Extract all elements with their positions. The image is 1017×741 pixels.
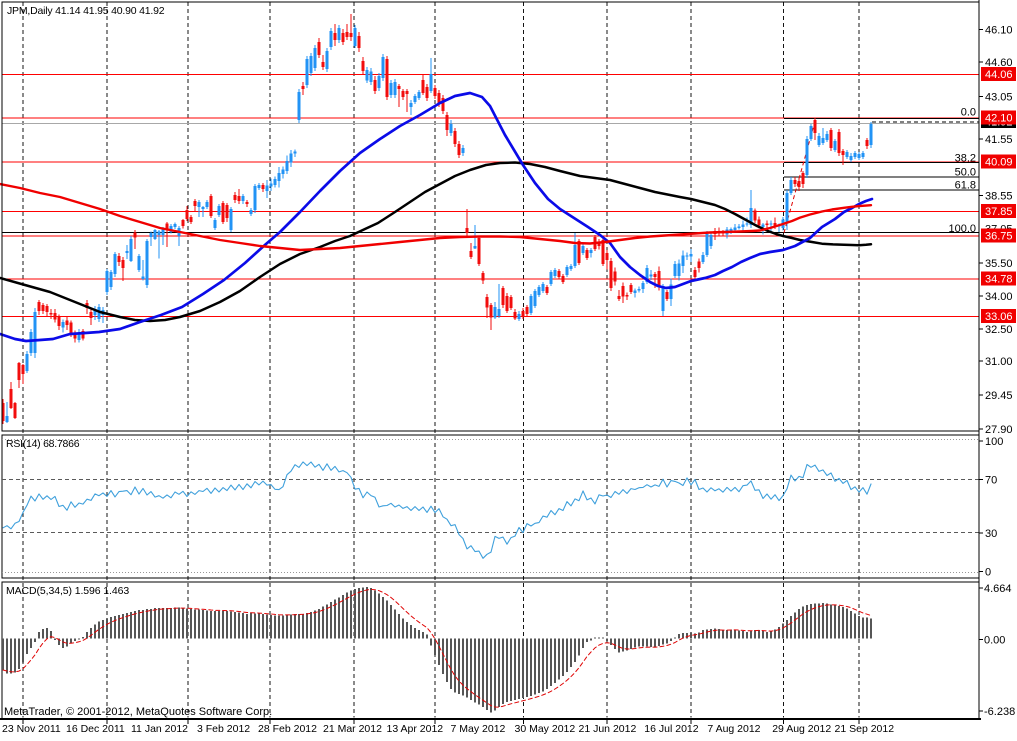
svg-text:46.10: 46.10: [985, 24, 1013, 36]
svg-text:100.0: 100.0: [948, 223, 976, 235]
svg-text:30: 30: [985, 528, 997, 540]
svg-text:33.06: 33.06: [985, 311, 1013, 323]
svg-text:0: 0: [985, 567, 991, 579]
svg-text:30 May 2012: 30 May 2012: [515, 723, 576, 735]
svg-text:21 Jun 2012: 21 Jun 2012: [579, 723, 637, 735]
svg-text:21 Sep 2012: 21 Sep 2012: [835, 723, 895, 735]
svg-text:21 Mar 2012: 21 Mar 2012: [323, 723, 382, 735]
svg-text:29 Aug 2012: 29 Aug 2012: [772, 723, 831, 735]
svg-text:16 Dec 2011: 16 Dec 2011: [66, 723, 125, 735]
svg-text:11 Jan 2012: 11 Jan 2012: [131, 723, 188, 735]
svg-text:43.05: 43.05: [985, 91, 1013, 103]
svg-text:38.2: 38.2: [955, 153, 976, 165]
svg-text:44.60: 44.60: [985, 57, 1013, 69]
svg-text:13 Apr 2012: 13 Apr 2012: [387, 723, 444, 735]
svg-text:32.50: 32.50: [985, 324, 1013, 336]
svg-text:-6.238: -6.238: [984, 706, 1015, 718]
svg-text:42.10: 42.10: [985, 112, 1013, 124]
svg-text:44.06: 44.06: [985, 69, 1013, 81]
svg-text:0.00: 0.00: [984, 635, 1005, 647]
svg-text:50.0: 50.0: [955, 167, 976, 179]
svg-text:36.75: 36.75: [985, 230, 1013, 242]
svg-text:4.664: 4.664: [984, 583, 1012, 595]
svg-text:34.78: 34.78: [985, 273, 1013, 285]
svg-text:28 Feb 2012: 28 Feb 2012: [258, 723, 317, 735]
svg-text:27.90: 27.90: [985, 424, 1013, 436]
svg-text:16 Jul 2012: 16 Jul 2012: [644, 723, 698, 735]
svg-text:0.0: 0.0: [961, 107, 976, 119]
svg-text:JPM,Daily 41.14 41.95 40.90 4: JPM,Daily 41.14 41.95 40.90 41.92: [7, 5, 165, 17]
svg-text:MetaTrader, © 2001-2012, MetaQ: MetaTrader, © 2001-2012, MetaQuotes Soft…: [4, 706, 272, 718]
svg-text:35.50: 35.50: [985, 258, 1013, 270]
svg-text:37.85: 37.85: [985, 206, 1013, 218]
svg-text:31.00: 31.00: [985, 356, 1013, 368]
svg-text:34.00: 34.00: [985, 291, 1013, 303]
svg-text:29.45: 29.45: [985, 390, 1013, 402]
svg-text:38.55: 38.55: [985, 191, 1013, 203]
svg-text:100: 100: [985, 436, 1003, 448]
svg-text:70: 70: [985, 474, 997, 486]
svg-text:7 May 2012: 7 May 2012: [451, 723, 506, 735]
svg-text:3 Feb 2012: 3 Feb 2012: [197, 723, 250, 735]
svg-text:MACD(5,34,5) 1.596 1.463: MACD(5,34,5) 1.596 1.463: [6, 585, 129, 597]
svg-text:40.09: 40.09: [985, 157, 1013, 169]
svg-text:41.55: 41.55: [985, 134, 1013, 146]
svg-text:RSI(14) 68.7866: RSI(14) 68.7866: [6, 438, 80, 450]
svg-text:7 Aug 2012: 7 Aug 2012: [707, 723, 760, 735]
svg-text:61.8: 61.8: [955, 180, 976, 192]
svg-text:23 Nov 2011: 23 Nov 2011: [2, 723, 61, 735]
